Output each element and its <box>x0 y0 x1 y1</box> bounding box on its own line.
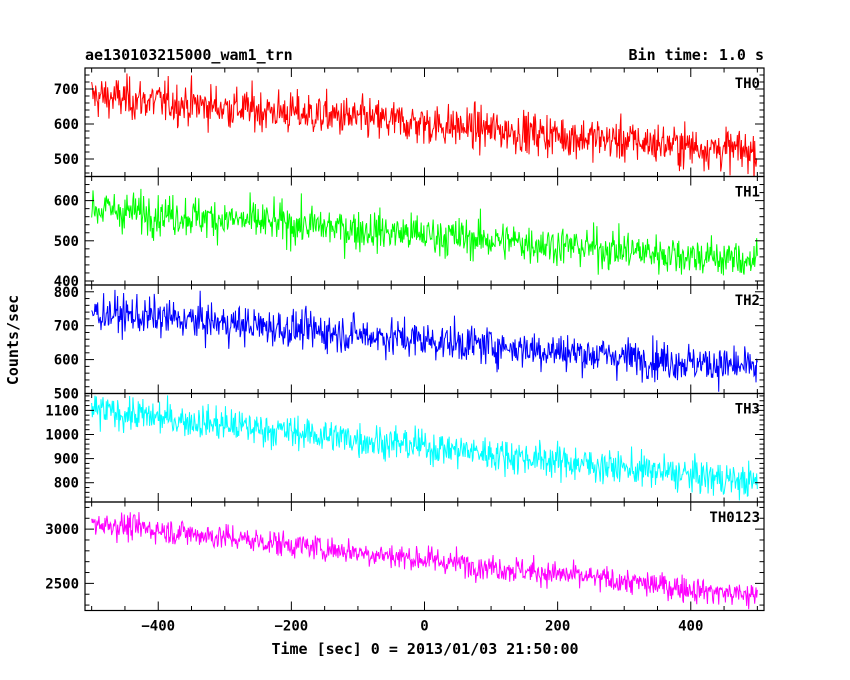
y-tick-label: 1100 <box>45 403 79 419</box>
x-axis-label: Time [sec] 0 = 2013/01/03 21:50:00 <box>271 640 578 658</box>
panel-th2: 500 600 700 800 TH2 <box>54 284 765 403</box>
y-tick-label: 600 <box>54 117 79 133</box>
panel-th1: 400 500 600 TH1 <box>54 175 765 290</box>
y-axis-label: Counts/sec <box>4 295 22 385</box>
y-tick-label: 600 <box>54 353 79 369</box>
series-line-th2 <box>91 289 758 392</box>
series-line-th0 <box>91 73 758 177</box>
x-tick-label: −200 <box>275 619 309 635</box>
panel-label-th3: TH3 <box>735 402 760 418</box>
y-tick-label: 700 <box>54 319 79 335</box>
series-line-th0123 <box>91 512 758 610</box>
y-tick-label: 500 <box>54 152 79 168</box>
y-tick-label: 400 <box>54 274 79 290</box>
y-tick-label: 500 <box>54 387 79 403</box>
y-tick-label: 1000 <box>45 427 79 443</box>
series-line-th3 <box>91 395 758 501</box>
panel-label-th1: TH1 <box>735 185 760 201</box>
chart-title-right: Bin time: 1.0 s <box>629 46 764 64</box>
panel-th0123: 2500 3000 TH0123 <box>45 501 765 612</box>
y-tick-label: 500 <box>54 234 79 250</box>
y-tick-label: 800 <box>54 285 79 301</box>
y-tick-label: 3000 <box>45 522 79 538</box>
panel-th3: 800 900 1000 1100 TH3 <box>45 392 765 503</box>
y-tick-label: 900 <box>54 452 79 468</box>
panel-th0: 500 600 700 TH0 <box>54 67 765 178</box>
x-tick-label: 200 <box>545 619 570 635</box>
panel-label-th0123: TH0123 <box>709 510 760 526</box>
y-tick-label: 700 <box>54 82 79 98</box>
x-tick-label: 0 <box>420 619 428 635</box>
x-tick-label: −400 <box>141 619 175 635</box>
y-tick-label: 2500 <box>45 576 79 592</box>
panel-label-th0: TH0 <box>735 76 760 92</box>
series-line-th1 <box>91 188 758 276</box>
panel-frame <box>84 392 765 503</box>
panels-group: 500 600 700 TH0 400 500 600 TH1 500 600 700 800 TH2 8… <box>45 67 765 635</box>
chart-title-left: ae130103215000_wam1_trn <box>85 46 293 64</box>
y-tick-label: 800 <box>54 476 79 492</box>
panel-label-th2: TH2 <box>735 293 760 309</box>
y-tick-label: 600 <box>54 194 79 210</box>
x-tick-label: 400 <box>678 619 703 635</box>
panel-frame <box>84 501 765 612</box>
